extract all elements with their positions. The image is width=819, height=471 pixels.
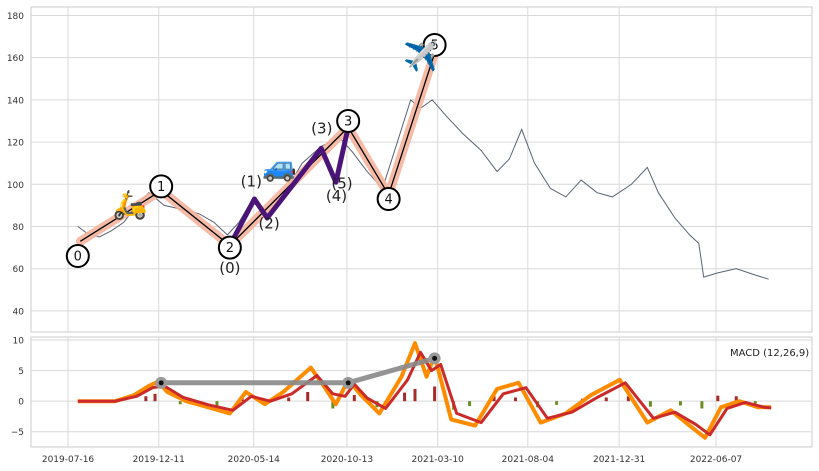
sub-wave-label: (4)	[326, 187, 347, 205]
macd-line	[77, 341, 772, 440]
macd-annotation: MACD (12,26,9)	[730, 348, 809, 359]
sub-wave-labels: (0) (1) (2) (3) (4)(5)	[219, 120, 352, 277]
wave-label-text: 5	[430, 38, 438, 53]
price-y-tick-label: 160	[7, 54, 24, 64]
wave-label-text: 3	[344, 114, 352, 129]
histogram-bar	[403, 392, 407, 402]
peak-marker-dot	[432, 355, 438, 361]
histogram-bar	[144, 396, 148, 402]
histogram-bar	[287, 397, 291, 402]
peak-marker-dot	[345, 380, 351, 386]
x-tick-label: 2022-06-07	[690, 455, 742, 465]
x-tick-labels: 2019-07-16 2019-12-11 2020-05-14 2020-10-13…	[42, 455, 742, 465]
histogram-bar	[413, 388, 417, 402]
histogram-bar	[352, 395, 356, 402]
wave-label-circle	[422, 32, 447, 57]
signal-line	[77, 350, 772, 437]
sub-wave-label: (5)	[331, 174, 352, 192]
sub-wave-label: (0)	[219, 259, 240, 277]
wave-label-circle	[217, 235, 242, 260]
sub-wave-label: (1)	[241, 172, 262, 190]
peak-marker-dot	[158, 380, 164, 386]
histogram-bar	[604, 397, 608, 402]
macd-y-tick-label: 0	[18, 398, 24, 408]
histogram-bar	[753, 401, 757, 404]
emoji-marker: ✈️	[403, 39, 438, 73]
emoji-marker: 🚙	[262, 150, 297, 183]
histogram-bar	[716, 395, 720, 402]
histogram-bar	[514, 397, 518, 402]
emoji-markers: 🛵 🚙 ✈️	[112, 39, 438, 221]
macd-y-tick-label: −5	[11, 428, 24, 438]
sub-wave-label: (3)	[311, 120, 332, 138]
macd-peak-connector	[155, 352, 441, 389]
price-y-tick-label: 140	[7, 96, 24, 106]
histogram-bar	[468, 401, 472, 407]
wave-label-text: 4	[384, 193, 392, 208]
histogram-bar	[215, 401, 219, 407]
price-y-tick-label: 60	[13, 265, 25, 275]
histogram-bar	[331, 401, 335, 409]
main-wave-circle-labels: 0 1 2 3 4 5	[65, 32, 447, 269]
histogram-bar	[153, 393, 157, 402]
x-tick-label: 2021-03-10	[412, 455, 465, 465]
macd-grid	[31, 337, 812, 447]
macd-lines	[77, 341, 772, 440]
macd-y-tick-label: 5	[18, 367, 24, 377]
x-tick-label: 2020-05-14	[228, 455, 281, 465]
histogram-bar	[492, 396, 496, 402]
wave-label-circle	[336, 108, 361, 133]
price-y-tick-label: 120	[7, 139, 24, 149]
histogram-bar	[734, 396, 738, 402]
macd-y-tick-label: 10	[13, 337, 25, 347]
wave-label-circle	[376, 187, 401, 212]
x-tick-label: 2021-08-04	[502, 455, 555, 465]
histogram-bar	[555, 401, 559, 405]
emoji-marker: 🛵	[112, 188, 147, 221]
x-tick-label: 2020-10-13	[321, 455, 373, 465]
price-y-tick-label: 40	[13, 307, 25, 317]
x-tick-label: 2019-12-11	[133, 455, 185, 465]
price-grid	[31, 7, 812, 332]
histogram-bar	[626, 396, 630, 402]
histogram-bar	[433, 386, 437, 402]
histogram-bar	[178, 401, 182, 405]
histogram-bar	[678, 401, 682, 406]
wave-label-circle	[65, 244, 90, 269]
macd-y-tick-labels: −5 0 5 10	[11, 337, 25, 439]
price-y-tick-labels: 40 60 80 100 120 140 160 180	[7, 12, 24, 317]
price-y-tick-label: 80	[13, 223, 25, 233]
sub-wave	[227, 126, 351, 247]
x-tick-label: 2021-12-31	[593, 455, 645, 465]
wave-label-text: 0	[74, 250, 82, 265]
sub-wave-label: (2)	[258, 215, 279, 233]
wave-label-circle	[149, 174, 174, 199]
macd-panel: −5 0 5 10 MACD (12,26,9)	[11, 336, 813, 448]
price-y-tick-label: 180	[7, 12, 24, 22]
price-y-tick-label: 100	[7, 181, 24, 191]
sub-wave-line	[227, 126, 351, 247]
x-tick-label: 2019-07-16	[42, 455, 95, 465]
histogram-bar	[306, 392, 310, 402]
wave-label-text: 1	[157, 180, 165, 195]
histogram-bar	[700, 401, 704, 409]
price-panel-background	[30, 6, 813, 333]
wave-label-text: 2	[226, 241, 234, 256]
histogram-bar	[648, 401, 652, 407]
